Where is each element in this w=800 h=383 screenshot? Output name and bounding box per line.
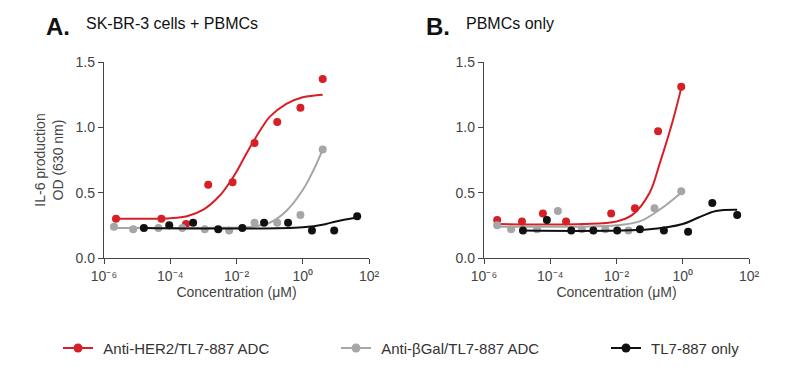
svg-text:10⁻⁶: 10⁻⁶ xyxy=(471,268,497,284)
html-text:TL7-887 only: TL7-887 only xyxy=(651,339,739,357)
svg-text:10²: 10² xyxy=(359,268,380,284)
svg-text:A.: A. xyxy=(46,13,70,40)
html-text:Anti-βGal/TL7-887 ADC: Anti-βGal/TL7-887 ADC xyxy=(381,339,540,357)
svg-text:10⁻⁴: 10⁻⁴ xyxy=(157,268,184,284)
svg-text:1.0: 1.0 xyxy=(76,119,96,135)
svg-text:PBMCs only: PBMCs only xyxy=(466,15,554,32)
svg-text:Concentration (μM): Concentration (μM) xyxy=(176,284,296,300)
svg-text:10⁻⁶: 10⁻⁶ xyxy=(91,268,117,284)
svg-text:0.0: 0.0 xyxy=(76,250,96,266)
svg-text:0.5: 0.5 xyxy=(456,185,476,201)
svg-text:1.5: 1.5 xyxy=(76,54,96,70)
svg-text:Concentration (μM): Concentration (μM) xyxy=(556,284,676,300)
svg-text:10⁰: 10⁰ xyxy=(672,268,693,284)
svg-text:10⁻²: 10⁻² xyxy=(224,268,250,284)
svg-text:10⁻²: 10⁻² xyxy=(604,268,630,284)
svg-text:B.: B. xyxy=(426,13,450,40)
svg-text:1.5: 1.5 xyxy=(456,54,476,70)
svg-text:1.0: 1.0 xyxy=(456,119,476,135)
svg-text:0.0: 0.0 xyxy=(456,250,476,266)
svg-text:10⁻⁴: 10⁻⁴ xyxy=(537,268,564,284)
svg-text:0.5: 0.5 xyxy=(76,185,96,201)
html-text:Anti-HER2/TL7-887 ADC: Anti-HER2/TL7-887 ADC xyxy=(103,339,270,357)
svg-text:10⁰: 10⁰ xyxy=(292,268,313,284)
svg-text:IL-6 productionOD (630 nm): IL-6 productionOD (630 nm) xyxy=(32,113,66,206)
svg-text:10²: 10² xyxy=(739,268,760,284)
svg-text:SK-BR-3 cells + PBMCs: SK-BR-3 cells + PBMCs xyxy=(86,15,258,32)
